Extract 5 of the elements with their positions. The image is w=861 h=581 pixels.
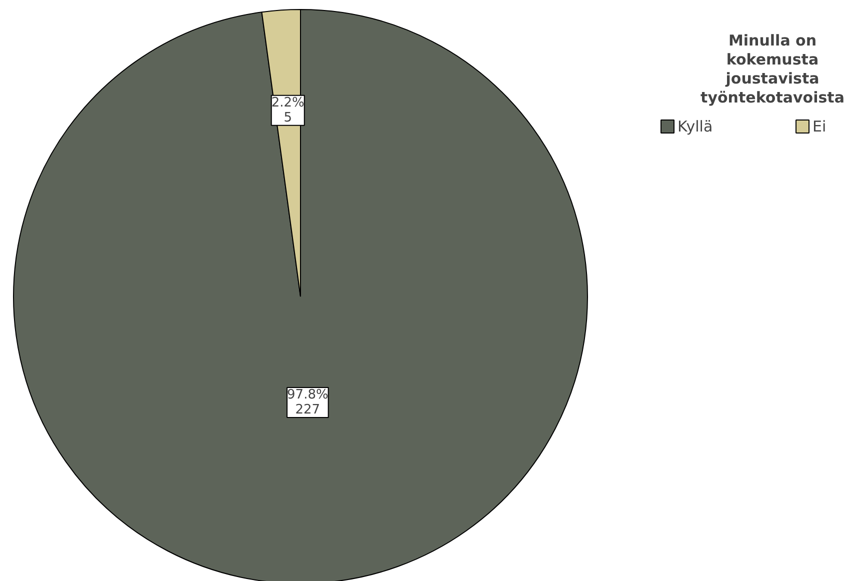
data-label: 97.8% 227	[287, 387, 328, 418]
legend-title: Minulla on kokemusta joustavista työntekotavoista	[700, 32, 844, 106]
legend-label: Kyllä	[678, 118, 713, 136]
data-label: 2.2% 5	[271, 95, 304, 126]
legend-label: Ei	[812, 118, 826, 136]
